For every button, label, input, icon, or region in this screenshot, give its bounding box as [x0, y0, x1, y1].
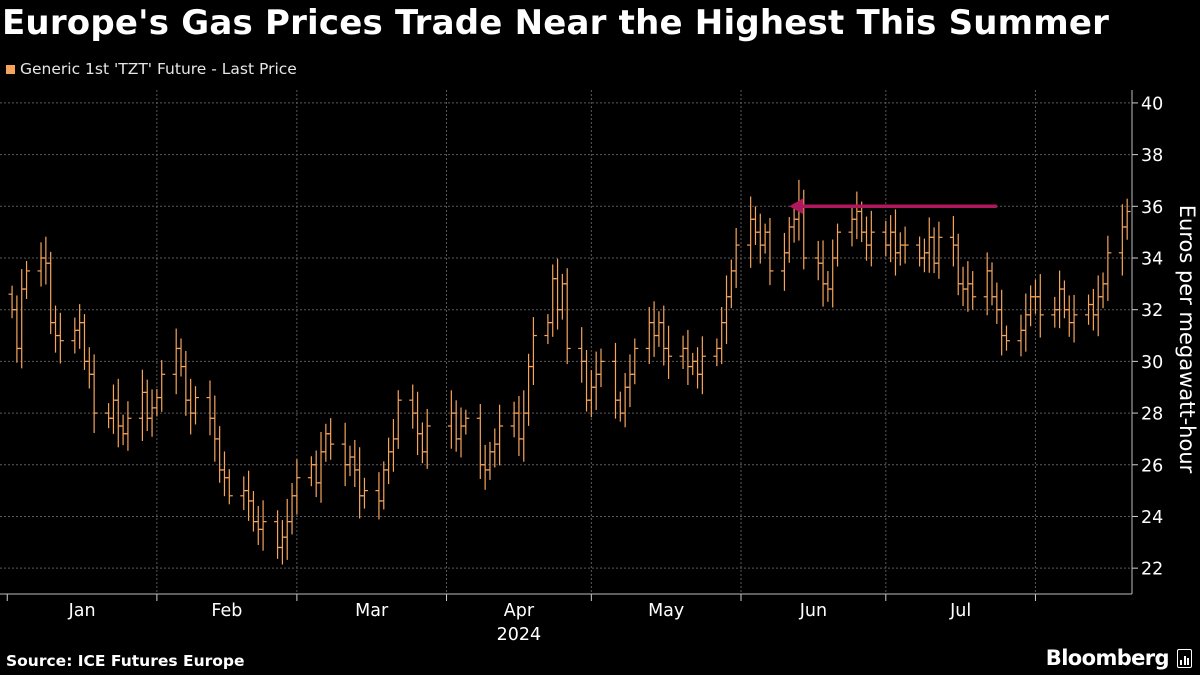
y-tick-label: 26	[1141, 456, 1163, 476]
y-tick-label: 24	[1141, 508, 1163, 528]
y-axis-label: Euros per megawatt-hour	[1175, 205, 1199, 474]
x-tick-label: Mar	[355, 601, 389, 621]
y-tick-label: 28	[1141, 405, 1163, 425]
x-tick-label: May	[648, 601, 684, 621]
bloomberg-terminal-icon	[1177, 648, 1192, 668]
y-tick-label: 38	[1141, 146, 1163, 166]
x-tick-label: Jan	[68, 601, 96, 621]
chart-title: Europe's Gas Prices Trade Near the Highe…	[2, 3, 1110, 43]
y-tick-label: 40	[1141, 94, 1163, 114]
y-tick-label: 22	[1141, 560, 1163, 580]
legend: Generic 1st 'TZT' Future - Last Price	[6, 60, 297, 78]
x-tick-label: Jun	[799, 601, 827, 621]
annotation-arrowhead	[789, 198, 804, 215]
bloomberg-logo: Bloomberg	[1046, 646, 1192, 670]
y-tick-label: 30	[1141, 353, 1163, 373]
x-tick-label: Jul	[949, 601, 971, 621]
x-tick-label: Apr	[504, 601, 535, 621]
x-tick-label: Feb	[211, 601, 242, 621]
y-tick-label: 36	[1141, 198, 1163, 218]
y-tick-label: 34	[1141, 250, 1163, 270]
legend-swatch	[6, 64, 15, 74]
legend-label: Generic 1st 'TZT' Future - Last Price	[20, 60, 297, 78]
source-note: Source: ICE Futures Europe	[6, 652, 245, 670]
y-tick-label: 32	[1141, 301, 1163, 321]
brand-name: Bloomberg	[1045, 646, 1170, 670]
x-axis-label: 2024	[497, 625, 542, 645]
